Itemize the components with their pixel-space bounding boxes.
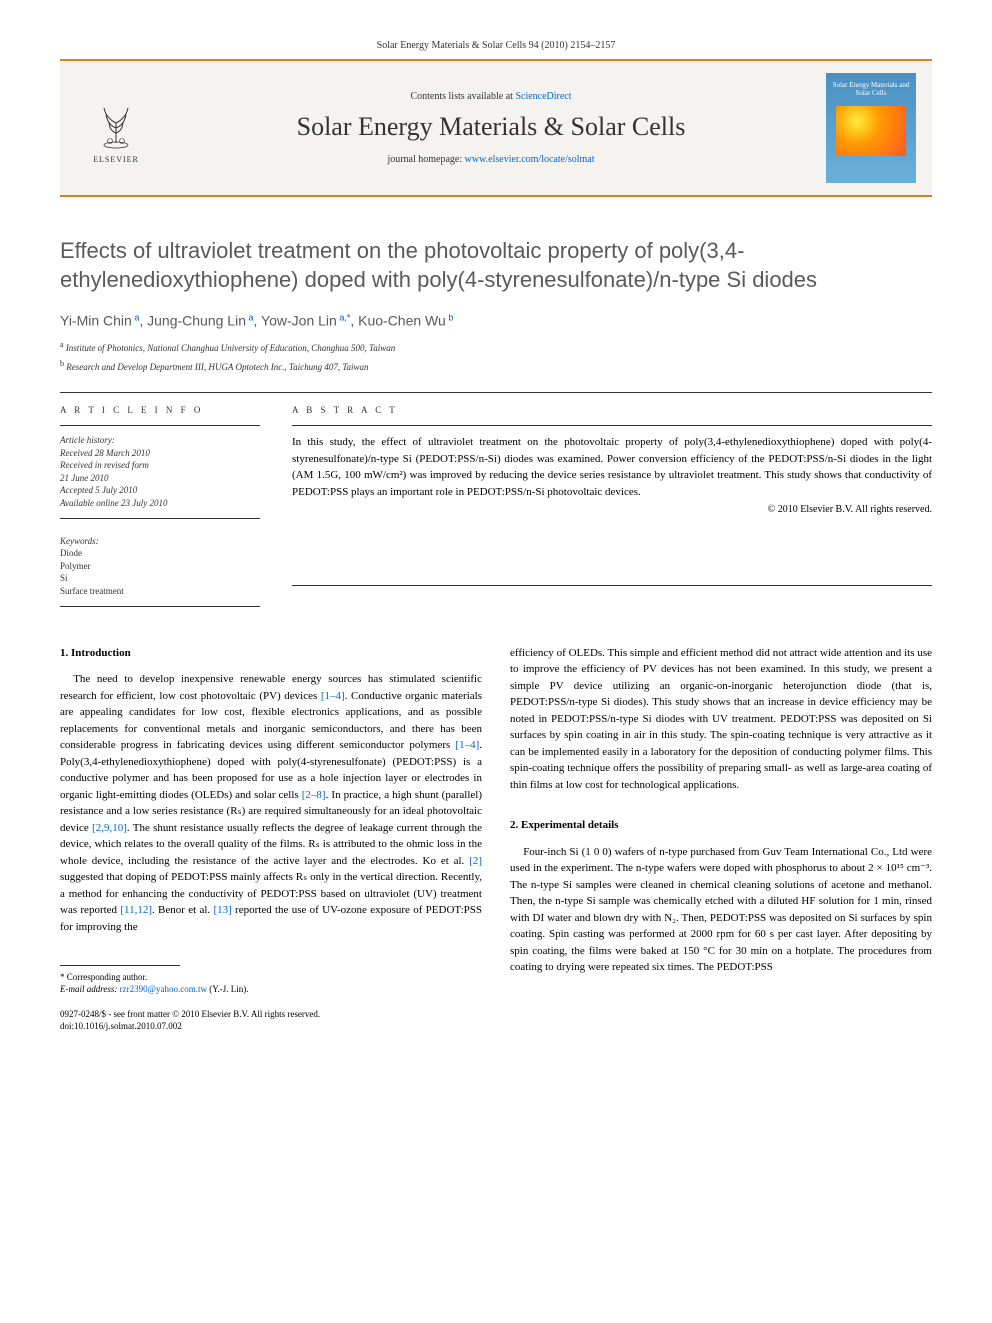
author-1: Yi-Min Chin bbox=[60, 313, 132, 329]
experimental-paragraph-1: Four-inch Si (1 0 0) wafers of n-type pu… bbox=[510, 844, 932, 976]
homepage-line: journal homepage: www.elsevier.com/locat… bbox=[156, 154, 826, 165]
corr-email-line: E-mail address: rzr2390@yahoo.com.tw (Y.… bbox=[60, 984, 482, 996]
info-rule-2 bbox=[60, 518, 260, 519]
contents-line: Contents lists available at ScienceDirec… bbox=[156, 91, 826, 102]
keywords-label: Keywords: bbox=[60, 535, 260, 548]
ref-2[interactable]: [2] bbox=[469, 855, 482, 867]
affiliation-b: b Research and Develop Department III, H… bbox=[60, 358, 932, 374]
intro-paragraph-1: The need to develop inexpensive renewabl… bbox=[60, 671, 482, 935]
footnote-rule bbox=[60, 965, 180, 966]
email-link[interactable]: rzr2390@yahoo.com.tw bbox=[120, 984, 207, 994]
abstract-rule-bottom bbox=[292, 585, 932, 586]
history-online: Available online 23 July 2010 bbox=[60, 497, 260, 510]
abstract-text: In this study, the effect of ultraviolet… bbox=[292, 434, 932, 500]
homepage-link[interactable]: www.elsevier.com/locate/solmat bbox=[465, 154, 595, 165]
ref-11-12[interactable]: [11,12] bbox=[120, 904, 152, 916]
divider bbox=[60, 392, 932, 393]
info-abstract-row: A R T I C L E I N F O Article history: R… bbox=[60, 405, 932, 615]
ref-2-8[interactable]: [2–8] bbox=[302, 789, 326, 801]
affiliation-b-text: Research and Develop Department III, HUG… bbox=[66, 362, 368, 372]
author-3: Yow-Jon Lin bbox=[261, 313, 337, 329]
ref-13[interactable]: [13] bbox=[213, 904, 231, 916]
masthead-center: Contents lists available at ScienceDirec… bbox=[156, 91, 826, 165]
author-4-aff[interactable]: b bbox=[446, 313, 454, 329]
front-matter-line: 0927-0248/$ - see front matter © 2010 El… bbox=[60, 1009, 482, 1021]
corresponding-author-footnote: * Corresponding author. E-mail address: … bbox=[60, 972, 482, 995]
author-4: Kuo-Chen Wu bbox=[358, 313, 446, 329]
sciencedirect-link[interactable]: ScienceDirect bbox=[515, 91, 571, 102]
elsevier-label: ELSEVIER bbox=[93, 155, 139, 164]
body-column-left: 1. Introduction The need to develop inex… bbox=[60, 645, 482, 1033]
abstract-label: A B S T R A C T bbox=[292, 405, 932, 415]
history-revised-1: Received in revised form bbox=[60, 459, 260, 472]
author-2: Jung-Chung Lin bbox=[147, 313, 246, 329]
abstract-rule-top bbox=[292, 425, 932, 426]
elsevier-tree-icon bbox=[86, 93, 146, 153]
keyword-0: Diode bbox=[60, 547, 260, 560]
experimental-heading: 2. Experimental details bbox=[510, 817, 932, 834]
info-rule-3 bbox=[60, 606, 260, 607]
homepage-prefix: journal homepage: bbox=[387, 154, 464, 165]
running-head: Solar Energy Materials & Solar Cells 94 … bbox=[60, 40, 932, 51]
author-list: Yi-Min Chin a, Jung-Chung Lin a, Yow-Jon… bbox=[60, 312, 932, 329]
masthead: ELSEVIER Contents lists available at Sci… bbox=[60, 59, 932, 197]
article-title: Effects of ultraviolet treatment on the … bbox=[60, 237, 932, 294]
journal-name: Solar Energy Materials & Solar Cells bbox=[156, 112, 826, 142]
contents-prefix: Contents lists available at bbox=[410, 91, 515, 102]
history-accepted: Accepted 5 July 2010 bbox=[60, 484, 260, 497]
article-info-label: A R T I C L E I N F O bbox=[60, 405, 260, 415]
keyword-1: Polymer bbox=[60, 560, 260, 573]
author-1-aff[interactable]: a bbox=[132, 313, 140, 329]
intro-paragraph-continued: efficiency of OLEDs. This simple and eff… bbox=[510, 645, 932, 794]
doi-line: doi:10.1016/j.solmat.2010.07.002 bbox=[60, 1021, 482, 1033]
article-info-column: A R T I C L E I N F O Article history: R… bbox=[60, 405, 260, 615]
history-label: Article history: bbox=[60, 434, 260, 447]
publisher-logo-block: ELSEVIER bbox=[76, 93, 156, 164]
affiliation-a: a Institute of Photonics, National Chang… bbox=[60, 339, 932, 355]
keyword-3: Surface treatment bbox=[60, 585, 260, 598]
info-rule-1 bbox=[60, 425, 260, 426]
history-received: Received 28 March 2010 bbox=[60, 447, 260, 460]
intro-text-g: . Benor et al. bbox=[152, 904, 213, 916]
keyword-2: Si bbox=[60, 572, 260, 585]
body-column-right: efficiency of OLEDs. This simple and eff… bbox=[510, 645, 932, 1033]
affiliation-a-text: Institute of Photonics, National Changhu… bbox=[66, 343, 395, 353]
ref-1-4-a[interactable]: [1–4] bbox=[321, 690, 345, 702]
author-3-aff[interactable]: a, bbox=[337, 313, 347, 329]
ref-2-9-10[interactable]: [2,9,10] bbox=[92, 822, 127, 834]
journal-cover-thumbnail: Solar Energy Materials and Solar Cells bbox=[826, 73, 916, 183]
keywords-block: Keywords: Diode Polymer Si Surface treat… bbox=[60, 535, 260, 598]
abstract-column: A B S T R A C T In this study, the effec… bbox=[292, 405, 932, 615]
cover-title: Solar Energy Materials and Solar Cells bbox=[830, 81, 912, 98]
email-suffix: (Y.-J. Lin). bbox=[207, 984, 249, 994]
article-history: Article history: Received 28 March 2010 … bbox=[60, 434, 260, 510]
abstract-copyright: © 2010 Elsevier B.V. All rights reserved… bbox=[292, 504, 932, 515]
email-label: E-mail address: bbox=[60, 984, 120, 994]
author-3-corr[interactable]: * bbox=[347, 313, 351, 329]
ref-1-4-b[interactable]: [1–4] bbox=[455, 739, 479, 751]
cover-image bbox=[836, 106, 906, 156]
corr-author-label: * Corresponding author. bbox=[60, 972, 482, 984]
author-2-aff[interactable]: a bbox=[246, 313, 254, 329]
body-columns: 1. Introduction The need to develop inex… bbox=[60, 645, 932, 1033]
history-revised-2: 21 June 2010 bbox=[60, 472, 260, 485]
intro-heading: 1. Introduction bbox=[60, 645, 482, 662]
doi-block: 0927-0248/$ - see front matter © 2010 El… bbox=[60, 1009, 482, 1032]
